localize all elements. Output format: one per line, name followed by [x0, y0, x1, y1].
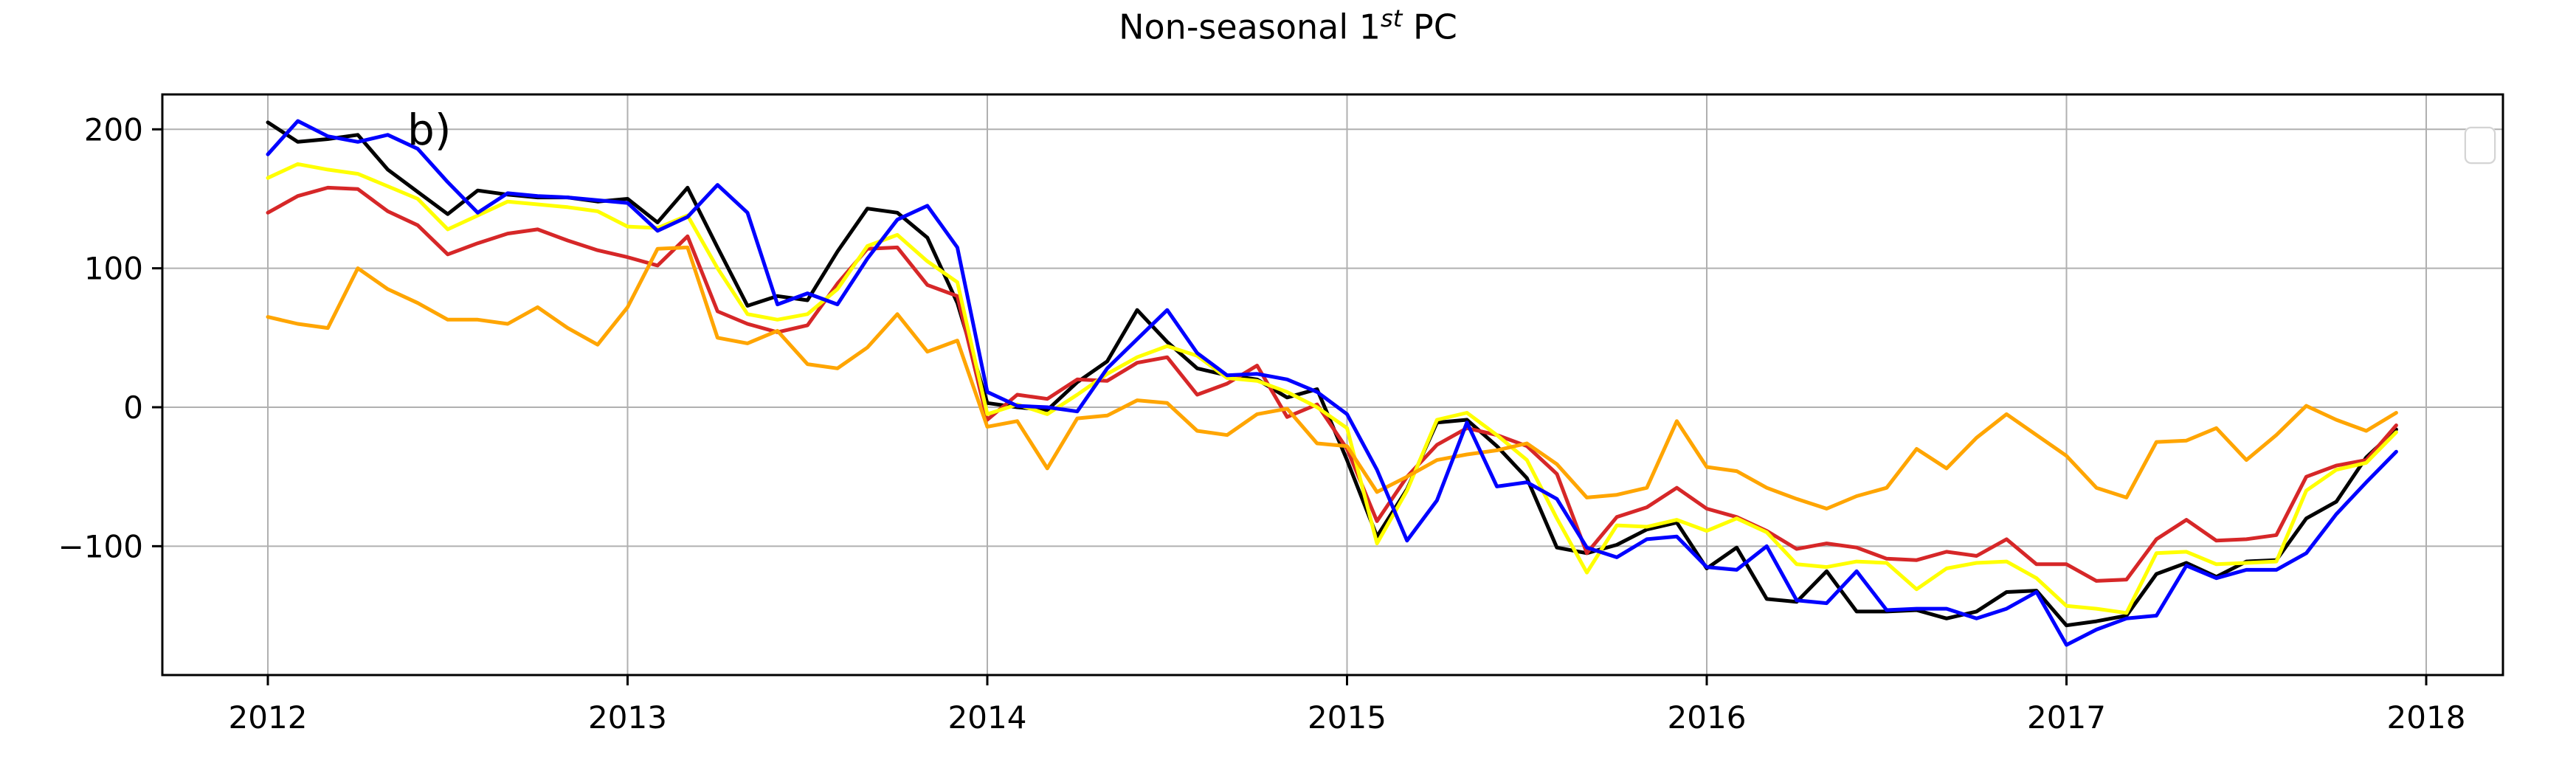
y-tick-label: 100 [84, 251, 143, 287]
chart-title: Non-seasonal 1st PC [0, 4, 2576, 46]
series-line-blue [266, 119, 2398, 647]
chart-title-text: Non-seasonal 1 [1119, 7, 1381, 47]
chart-title-superscript: st [1381, 4, 1403, 32]
x-tick-label: 2013 [588, 699, 667, 736]
x-tick-label: 2015 [1308, 699, 1387, 736]
chart-title-suffix: PC [1402, 7, 1457, 47]
x-tick-label: 2014 [948, 699, 1027, 736]
series-line-orange [266, 245, 2398, 511]
legend-empty-box [2465, 127, 2496, 164]
panel-label: b) [407, 105, 452, 155]
x-tick-label: 2017 [2027, 699, 2106, 736]
x-tick-label: 2012 [229, 699, 308, 736]
axes-box [161, 93, 2504, 677]
y-tick-label: −100 [58, 528, 143, 564]
x-tick-label: 2016 [1668, 699, 1747, 736]
y-tick-label: 200 [84, 111, 143, 148]
x-tick-label: 2018 [2387, 699, 2466, 736]
y-tick-label: 0 [123, 390, 143, 426]
series-line-red [266, 185, 2398, 583]
series-line-yellow [266, 162, 2398, 615]
